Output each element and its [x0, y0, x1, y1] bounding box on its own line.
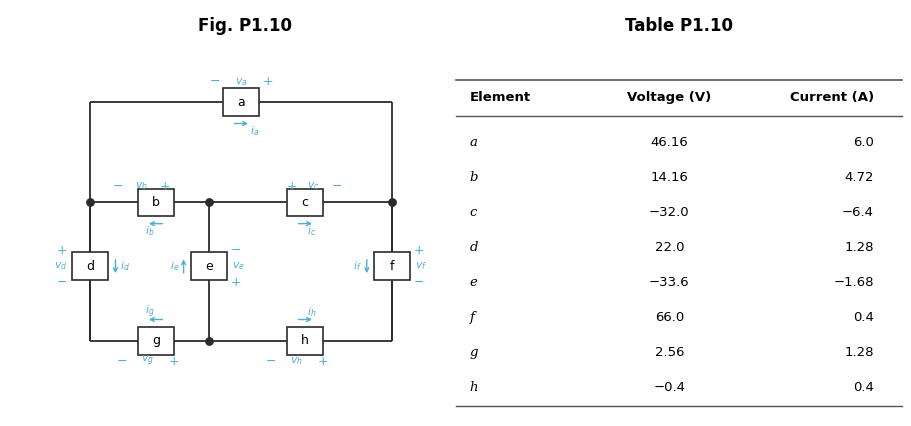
- Text: 6.0: 6.0: [853, 136, 874, 149]
- Text: c: c: [302, 196, 309, 209]
- Text: b: b: [470, 171, 478, 184]
- Text: +: +: [230, 276, 241, 289]
- Text: 14.16: 14.16: [650, 171, 689, 184]
- Text: −33.6: −33.6: [650, 276, 690, 289]
- Text: a: a: [237, 96, 245, 109]
- Text: $i_b$: $i_b$: [145, 225, 154, 238]
- Text: −32.0: −32.0: [650, 206, 690, 219]
- Text: Table P1.10: Table P1.10: [625, 17, 732, 35]
- Text: 22.0: 22.0: [655, 241, 684, 254]
- Text: Element: Element: [470, 92, 531, 104]
- Text: Voltage (V): Voltage (V): [628, 92, 711, 104]
- Text: $v_b$: $v_b$: [135, 180, 148, 192]
- Text: 2.56: 2.56: [655, 346, 684, 359]
- Bar: [287, 188, 323, 216]
- Text: f: f: [470, 311, 475, 324]
- Text: +: +: [414, 244, 425, 256]
- Text: −: −: [230, 244, 241, 256]
- Text: +: +: [159, 180, 169, 193]
- Text: 0.4: 0.4: [853, 311, 874, 324]
- Bar: [223, 89, 260, 116]
- Text: $i_d$: $i_d$: [120, 259, 129, 273]
- Text: −: −: [266, 355, 276, 368]
- Text: a: a: [470, 136, 477, 149]
- Text: +: +: [262, 75, 273, 88]
- Text: −: −: [332, 180, 343, 193]
- Text: d: d: [470, 241, 478, 254]
- Text: $i_c$: $i_c$: [307, 225, 316, 238]
- Text: −0.4: −0.4: [653, 381, 685, 394]
- Point: [83, 199, 97, 206]
- Text: h: h: [470, 381, 478, 394]
- Text: +: +: [169, 355, 179, 368]
- Text: +: +: [318, 355, 328, 368]
- Bar: [138, 327, 174, 354]
- Point: [202, 199, 217, 206]
- Text: −: −: [414, 276, 424, 289]
- Text: e: e: [470, 276, 477, 289]
- Text: e: e: [205, 260, 213, 273]
- Text: $v_a$: $v_a$: [235, 76, 248, 88]
- Text: $v_f$: $v_f$: [415, 260, 427, 272]
- Bar: [287, 327, 323, 354]
- Text: d: d: [86, 260, 94, 273]
- Text: 0.4: 0.4: [853, 381, 874, 394]
- Text: $i_f$: $i_f$: [353, 259, 362, 273]
- Bar: [191, 252, 227, 280]
- Text: 66.0: 66.0: [655, 311, 684, 324]
- Text: c: c: [470, 206, 477, 219]
- Text: 4.72: 4.72: [844, 171, 874, 184]
- Bar: [374, 252, 411, 280]
- Text: −: −: [210, 75, 220, 88]
- Text: +: +: [287, 180, 298, 193]
- Bar: [138, 188, 174, 216]
- Text: Current (A): Current (A): [790, 92, 874, 104]
- Text: $i_a$: $i_a$: [251, 124, 260, 138]
- Text: 46.16: 46.16: [650, 136, 689, 149]
- Text: f: f: [390, 260, 394, 273]
- Text: $v_h$: $v_h$: [290, 355, 302, 367]
- Text: +: +: [56, 244, 67, 256]
- Text: −6.4: −6.4: [842, 206, 874, 219]
- Text: g: g: [470, 346, 478, 359]
- Text: $v_e$: $v_e$: [231, 260, 244, 272]
- Text: $v_d$: $v_d$: [55, 260, 67, 272]
- Text: $v_c$: $v_c$: [307, 180, 320, 192]
- Text: b: b: [152, 196, 159, 209]
- Text: −: −: [117, 355, 128, 368]
- Point: [202, 337, 217, 344]
- Text: −: −: [57, 276, 67, 289]
- Text: Fig. P1.10: Fig. P1.10: [199, 17, 292, 35]
- Text: $v_g$: $v_g$: [141, 354, 154, 368]
- Text: −: −: [112, 180, 123, 193]
- Point: [385, 199, 400, 206]
- Bar: [72, 252, 108, 280]
- Text: h: h: [301, 334, 309, 347]
- Text: $i_e$: $i_e$: [169, 259, 179, 273]
- Text: −1.68: −1.68: [834, 276, 874, 289]
- Text: 1.28: 1.28: [844, 241, 874, 254]
- Text: 1.28: 1.28: [844, 346, 874, 359]
- Text: g: g: [152, 334, 160, 347]
- Text: $i_g$: $i_g$: [145, 304, 154, 320]
- Text: $i_h$: $i_h$: [307, 305, 316, 319]
